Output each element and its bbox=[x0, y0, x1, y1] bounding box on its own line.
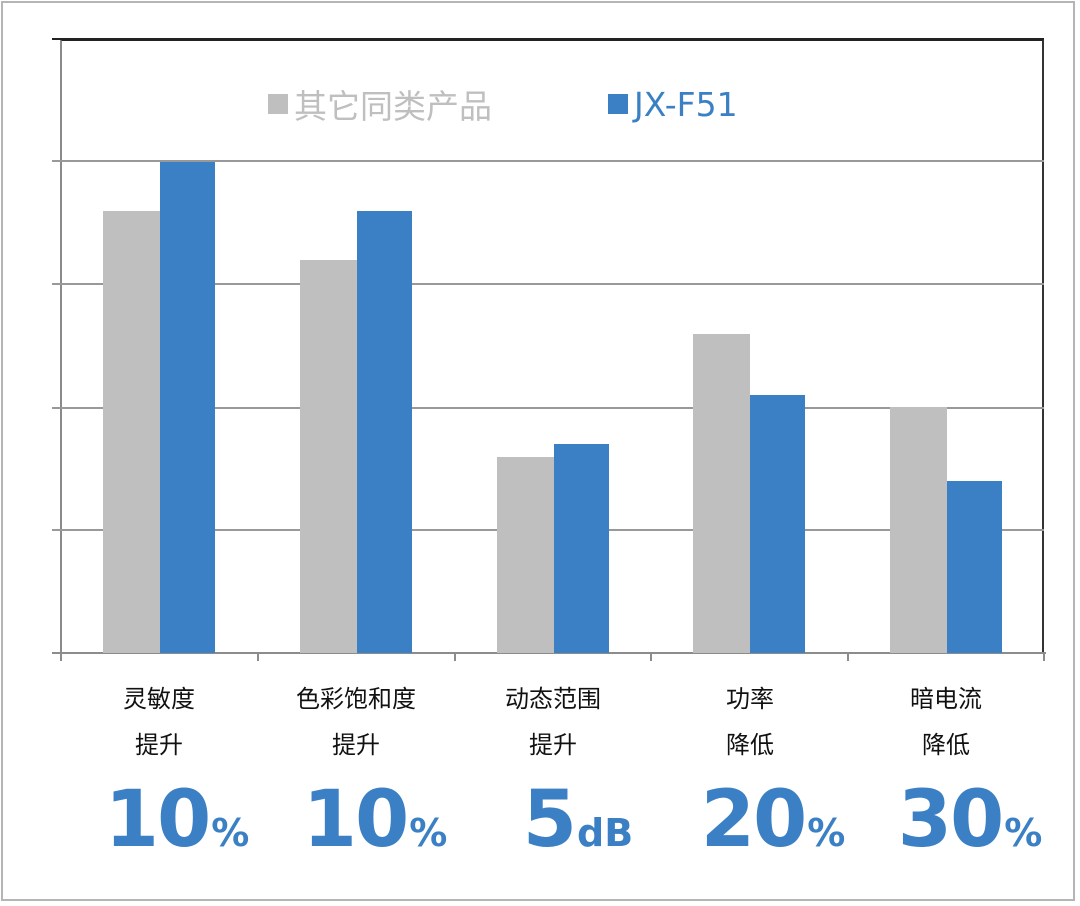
legend-item-product: JX-F51 bbox=[608, 82, 738, 126]
x-tick bbox=[60, 653, 62, 661]
category-direction: 降低 bbox=[922, 731, 970, 759]
x-tick bbox=[1043, 653, 1045, 661]
category-name: 色彩饱和度 bbox=[296, 685, 416, 713]
category-label: 色彩饱和度 提升 bbox=[256, 676, 456, 768]
x-axis bbox=[52, 652, 1046, 654]
category-direction: 提升 bbox=[529, 731, 577, 759]
category-name: 动态范围 bbox=[505, 685, 601, 713]
legend-swatch-blue-icon bbox=[608, 94, 628, 114]
plot-area bbox=[60, 39, 1044, 653]
bar-others bbox=[890, 407, 947, 653]
category-label: 灵敏度 提升 bbox=[59, 676, 259, 768]
gridline-4 bbox=[52, 160, 1044, 162]
x-tick bbox=[257, 653, 259, 661]
bar-jx-f51 bbox=[554, 444, 609, 653]
bar-others bbox=[693, 334, 750, 653]
value-unit: % bbox=[409, 811, 448, 855]
legend-label: 其它同类产品 bbox=[294, 87, 492, 126]
category-name: 暗电流 bbox=[910, 685, 982, 713]
category-direction: 降低 bbox=[726, 731, 774, 759]
value-number: 5 bbox=[522, 775, 577, 865]
bar-others bbox=[103, 211, 160, 653]
bar-jx-f51 bbox=[160, 162, 215, 653]
gridline-top bbox=[52, 38, 1044, 40]
value-number: 30 bbox=[897, 775, 1005, 865]
value-unit: % bbox=[807, 811, 846, 855]
bar-jx-f51 bbox=[947, 481, 1002, 653]
x-tick bbox=[454, 653, 456, 661]
bar-others bbox=[497, 457, 554, 653]
category-direction: 提升 bbox=[135, 731, 183, 759]
improvement-value: 5dB bbox=[468, 775, 688, 865]
bar-jx-f51 bbox=[750, 395, 805, 653]
category-name: 功率 bbox=[726, 685, 774, 713]
value-number: 10 bbox=[302, 775, 410, 865]
improvement-value: 10% bbox=[67, 775, 287, 865]
x-tick bbox=[650, 653, 652, 661]
bar-others bbox=[300, 260, 357, 653]
gridline-2 bbox=[52, 407, 1044, 409]
bar-jx-f51 bbox=[357, 211, 412, 653]
category-name: 灵敏度 bbox=[123, 685, 195, 713]
category-label: 动态范围 提升 bbox=[453, 676, 653, 768]
value-unit: % bbox=[211, 811, 250, 855]
category-label: 暗电流 降低 bbox=[846, 676, 1046, 768]
value-unit: dB bbox=[577, 811, 634, 855]
gridline-3 bbox=[52, 283, 1044, 285]
improvement-value: 30% bbox=[860, 775, 1080, 865]
improvement-value: 10% bbox=[265, 775, 485, 865]
category-label: 功率 降低 bbox=[650, 676, 850, 768]
value-number: 20 bbox=[700, 775, 808, 865]
value-number: 10 bbox=[104, 775, 212, 865]
category-direction: 提升 bbox=[332, 731, 380, 759]
value-unit: % bbox=[1004, 811, 1043, 855]
improvement-value: 20% bbox=[663, 775, 883, 865]
legend-swatch-gray-icon bbox=[268, 94, 288, 114]
legend-label: JX-F51 bbox=[634, 84, 738, 124]
x-tick bbox=[847, 653, 849, 661]
legend-item-others: 其它同类产品 bbox=[268, 82, 492, 126]
